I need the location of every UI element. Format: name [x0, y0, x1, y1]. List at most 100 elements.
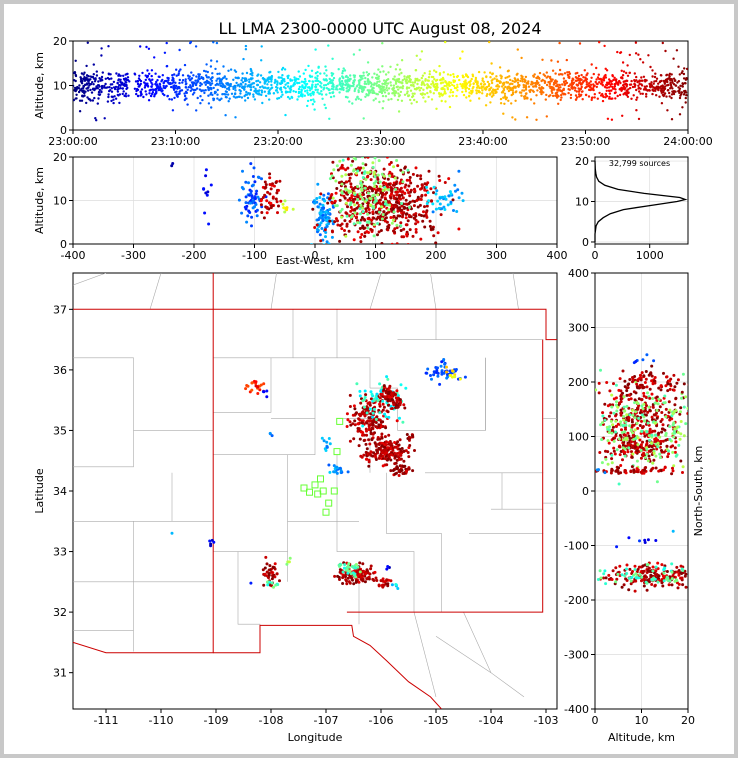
source-point — [80, 81, 83, 84]
source-point — [433, 69, 436, 72]
source-point — [685, 94, 688, 97]
source-point — [364, 572, 368, 576]
source-point — [486, 80, 490, 84]
source-point — [661, 85, 664, 88]
source-point — [274, 89, 278, 92]
source-point — [344, 168, 348, 172]
source-point — [551, 69, 555, 72]
source-point — [402, 403, 406, 407]
source-point — [243, 85, 246, 89]
source-point — [331, 72, 335, 76]
source-point — [158, 88, 162, 92]
source-point — [402, 227, 406, 231]
source-point — [312, 98, 315, 101]
source-point — [673, 403, 677, 407]
source-point — [384, 443, 388, 447]
source-point — [372, 399, 376, 402]
source-point — [227, 100, 230, 103]
source-point — [79, 77, 83, 81]
source-point — [331, 160, 335, 164]
source-point — [376, 77, 379, 81]
source-point — [426, 367, 430, 371]
source-point — [673, 450, 677, 454]
source-point — [300, 93, 303, 96]
source-point — [451, 83, 454, 87]
source-point — [359, 218, 363, 222]
source-point — [140, 92, 143, 95]
source-point — [601, 83, 604, 87]
source-point — [275, 200, 279, 204]
source-point — [461, 85, 465, 88]
source-point — [125, 78, 128, 82]
source-point — [391, 469, 395, 472]
source-point — [681, 106, 684, 109]
source-point — [610, 428, 614, 432]
source-point — [161, 89, 164, 92]
source-point — [356, 565, 360, 569]
source-count-annotation: 32,799 sources — [609, 159, 670, 168]
source-point — [228, 88, 231, 91]
source-point — [241, 72, 244, 75]
source-point — [608, 389, 612, 393]
source-point — [367, 464, 371, 468]
source-point — [224, 90, 228, 93]
source-point — [346, 418, 350, 422]
source-point — [514, 91, 517, 94]
source-point — [204, 174, 208, 178]
source-point — [438, 72, 442, 75]
source-point — [403, 166, 407, 170]
source-point — [186, 88, 189, 92]
source-point — [640, 404, 644, 408]
source-point — [290, 96, 294, 100]
source-point — [543, 74, 547, 78]
source-point — [202, 89, 205, 92]
source-point — [186, 103, 189, 106]
source-point — [465, 82, 469, 86]
source-point — [630, 424, 634, 427]
source-point — [246, 384, 250, 388]
source-point — [338, 224, 342, 227]
x-axis-label: Altitude, km — [608, 731, 675, 744]
source-point — [660, 102, 664, 105]
source-point — [280, 76, 283, 79]
source-point — [278, 579, 281, 583]
source-point — [346, 90, 350, 93]
source-point — [116, 88, 119, 91]
source-point — [575, 90, 578, 93]
source-point — [703, 418, 706, 421]
state-border — [73, 273, 214, 654]
source-point — [665, 95, 668, 98]
source-point — [677, 86, 680, 89]
y-tick-label: 100 — [568, 431, 589, 444]
source-point — [655, 408, 659, 412]
source-point — [399, 221, 403, 225]
source-point — [106, 100, 110, 103]
source-point — [374, 210, 378, 214]
source-point — [207, 87, 210, 91]
source-point — [338, 570, 342, 574]
source-point — [536, 89, 539, 92]
source-point — [306, 86, 310, 89]
source-point — [438, 92, 441, 96]
source-point — [321, 97, 324, 101]
source-point — [660, 79, 663, 83]
source-point — [386, 228, 390, 232]
source-point — [381, 94, 385, 98]
source-point — [319, 211, 323, 215]
source-point — [359, 430, 363, 434]
source-point — [404, 198, 408, 202]
source-point — [302, 87, 306, 90]
source-point — [346, 166, 350, 170]
source-point — [543, 80, 547, 84]
source-point — [387, 188, 391, 192]
source-point — [225, 87, 229, 91]
source-point — [557, 73, 561, 76]
lma-stations — [300, 417, 344, 516]
source-point — [322, 88, 325, 91]
source-point — [395, 216, 398, 220]
source-point — [673, 90, 676, 93]
source-point — [638, 438, 642, 442]
source-point — [395, 452, 399, 455]
source-point — [468, 94, 471, 98]
source-point — [341, 69, 345, 73]
